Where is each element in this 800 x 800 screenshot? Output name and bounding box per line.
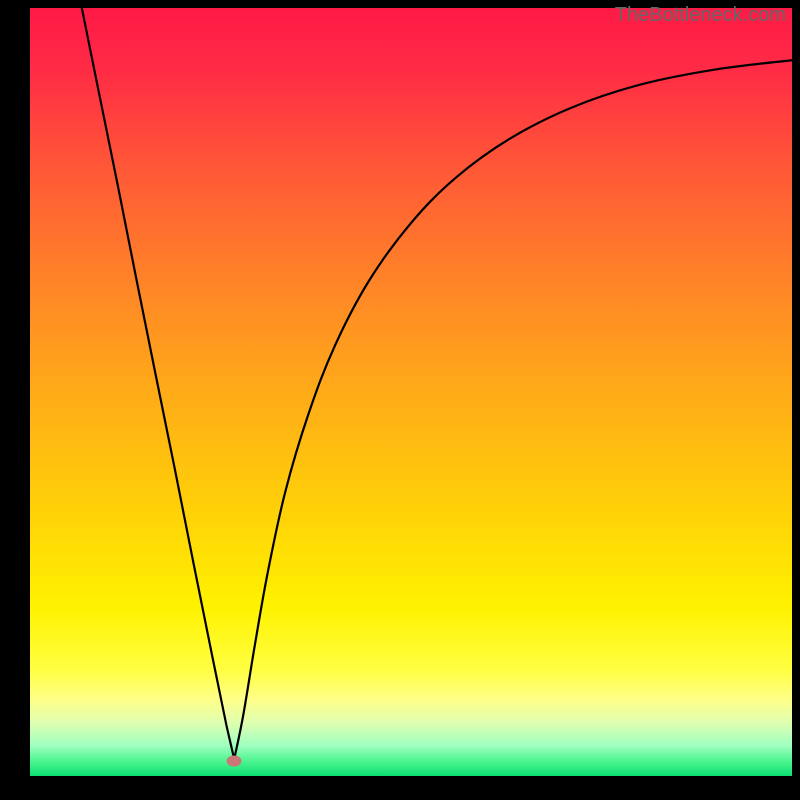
bottleneck-curve — [30, 8, 792, 776]
chart-plot-area — [30, 8, 792, 776]
optimal-point-marker — [227, 755, 242, 766]
watermark-text: TheBottleneck.com — [615, 4, 786, 27]
